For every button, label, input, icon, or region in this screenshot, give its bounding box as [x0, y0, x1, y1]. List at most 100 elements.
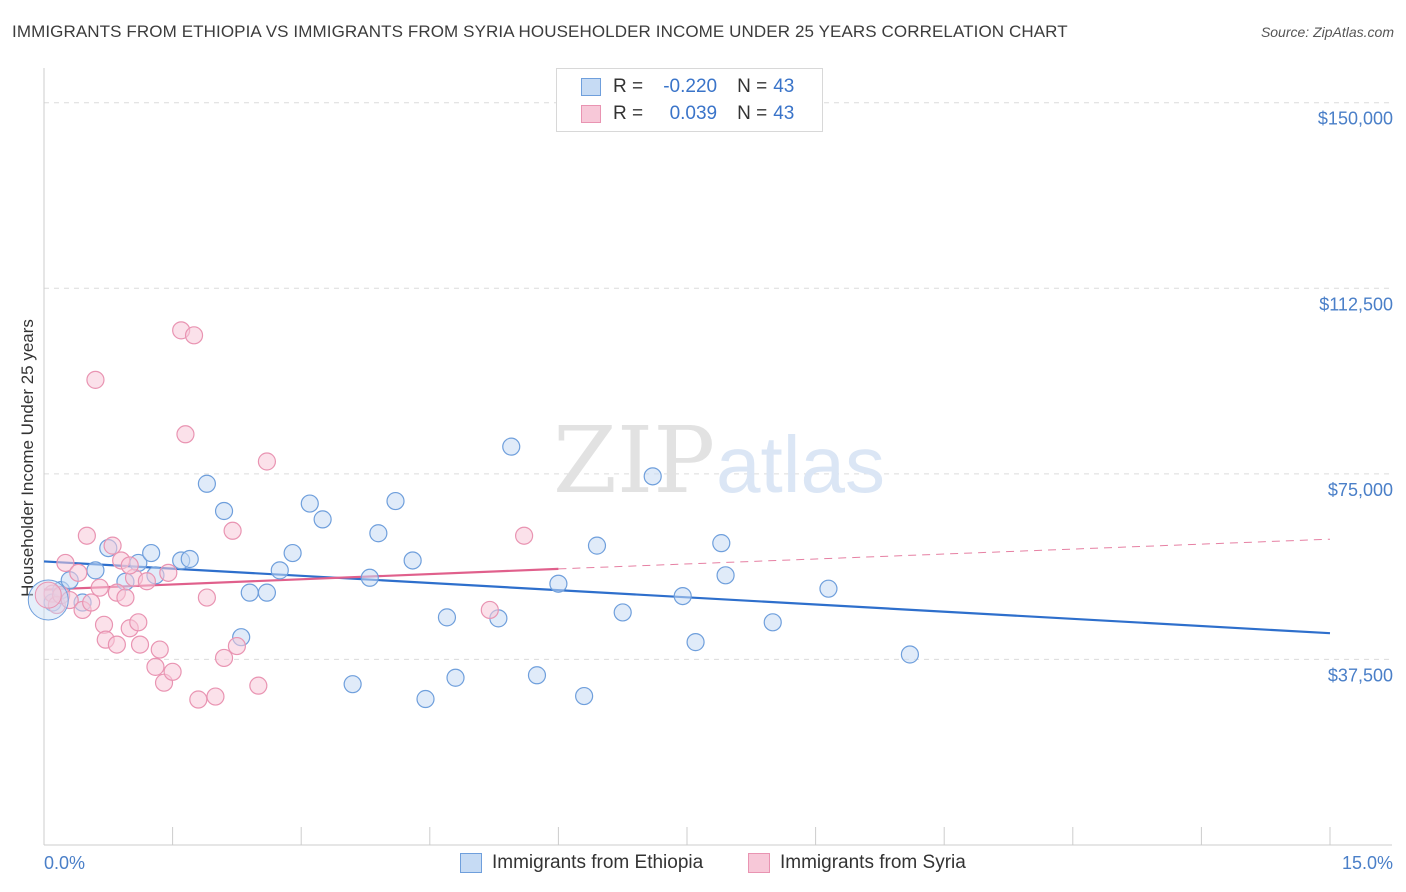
- data-point: [197, 588, 216, 607]
- ethiopia-swatch: [581, 78, 601, 96]
- data-point: [77, 526, 96, 545]
- y-tick-label: $150,000: [1318, 109, 1393, 129]
- data-point: [184, 326, 204, 345]
- data-point: [900, 645, 920, 664]
- legend-row-ethiopia: R = -0.220 N = 43: [581, 75, 794, 99]
- trend-line-syria-extension: [558, 538, 1331, 570]
- data-point: [686, 633, 705, 652]
- data-point-cluster: [34, 581, 62, 609]
- data-point: [214, 648, 234, 668]
- data-point: [163, 662, 182, 681]
- data-point: [480, 600, 499, 620]
- data-point: [116, 588, 135, 607]
- data-points: [27, 321, 920, 709]
- data-point: [819, 579, 838, 598]
- data-point: [206, 687, 225, 706]
- data-point: [82, 593, 101, 612]
- data-point: [446, 668, 465, 687]
- x-tick-label: 15.0%: [1342, 853, 1393, 873]
- x-tick-label: 0.0%: [44, 853, 85, 873]
- data-point: [343, 675, 362, 694]
- data-point: [90, 578, 109, 597]
- axes: [43, 68, 1392, 846]
- data-point: [257, 583, 277, 602]
- syria-legend-label: Immigrants from Syria: [780, 852, 966, 873]
- data-point: [360, 568, 379, 587]
- y-tick-label: $37,500: [1328, 665, 1393, 685]
- chart-title: IMMIGRANTS FROM ETHIOPIA VS IMMIGRANTS F…: [12, 22, 1068, 41]
- data-point: [223, 521, 242, 540]
- data-point: [86, 370, 105, 389]
- data-point: [56, 553, 75, 573]
- data-point: [283, 543, 302, 563]
- watermark-atlas: atlas: [716, 420, 885, 509]
- data-point: [549, 574, 568, 593]
- data-point: [403, 551, 422, 570]
- data-point: [130, 635, 150, 654]
- data-point: [214, 501, 234, 521]
- data-point: [716, 566, 735, 585]
- data-point: [587, 536, 607, 555]
- data-point: [673, 586, 692, 606]
- data-point: [369, 524, 388, 543]
- data-point: [120, 556, 139, 575]
- data-point: [249, 676, 268, 695]
- data-point: [240, 583, 259, 602]
- r-label: R =: [613, 103, 644, 124]
- data-point: [146, 657, 165, 676]
- data-point: [712, 534, 731, 553]
- ethiopia-r-value: -0.220: [663, 76, 718, 97]
- data-point: [176, 425, 195, 444]
- series-syria: [43, 321, 534, 709]
- data-point: [159, 563, 178, 582]
- n-label: N =: [737, 76, 768, 97]
- data-point: [270, 561, 289, 580]
- data-point: [137, 572, 156, 591]
- data-point: [107, 635, 126, 654]
- legend-item-ethiopia[interactable]: Immigrants from Ethiopia: [460, 852, 703, 874]
- data-point: [129, 613, 148, 632]
- data-point: [103, 536, 122, 555]
- chart-source: Source: ZipAtlas.com: [1260, 24, 1394, 40]
- gridlines: [44, 102, 1392, 660]
- data-point: [150, 640, 169, 659]
- syria-swatch: [581, 105, 601, 123]
- data-point: [60, 590, 79, 610]
- ethiopia-legend-swatch: [460, 853, 482, 873]
- data-point: [300, 494, 319, 513]
- data-point: [197, 474, 216, 493]
- data-point: [386, 491, 405, 511]
- data-point: [613, 603, 632, 622]
- data-point: [257, 452, 277, 471]
- data-point: [69, 563, 88, 582]
- data-point: [575, 686, 594, 706]
- r-label: R =: [613, 76, 644, 97]
- y-tick-label: $75,000: [1328, 480, 1393, 500]
- data-point: [86, 561, 105, 580]
- data-point: [416, 689, 435, 709]
- n-label: N =: [737, 103, 768, 124]
- data-point: [502, 437, 521, 456]
- tick-labels: $37,500 $75,000 $112,500 $150,000 0.0% 15.0%: [44, 109, 1393, 873]
- syria-n-value: 43: [773, 103, 795, 124]
- data-point: [643, 467, 662, 486]
- data-point: [227, 636, 246, 656]
- watermark-zip: ZIP: [553, 407, 715, 514]
- data-point: [189, 690, 208, 709]
- watermark: ZIP atlas: [553, 407, 885, 514]
- data-point: [180, 549, 199, 569]
- series-legend: Immigrants from Ethiopia Immigrants from…: [0, 852, 1406, 876]
- ethiopia-n-value: 43: [773, 76, 795, 97]
- data-point: [515, 526, 534, 545]
- correlation-legend: R = -0.220 N = 43 R = 0.039 N = 43: [556, 68, 823, 132]
- syria-legend-swatch: [748, 853, 770, 873]
- legend-row-syria: R = 0.039 N = 43: [581, 102, 794, 126]
- legend-item-syria[interactable]: Immigrants from Syria: [748, 852, 966, 874]
- data-point: [763, 613, 782, 632]
- ethiopia-legend-label: Immigrants from Ethiopia: [492, 852, 704, 873]
- data-point: [313, 510, 332, 529]
- data-point: [142, 543, 161, 563]
- trend-lines: [43, 538, 1331, 635]
- data-point: [527, 666, 547, 685]
